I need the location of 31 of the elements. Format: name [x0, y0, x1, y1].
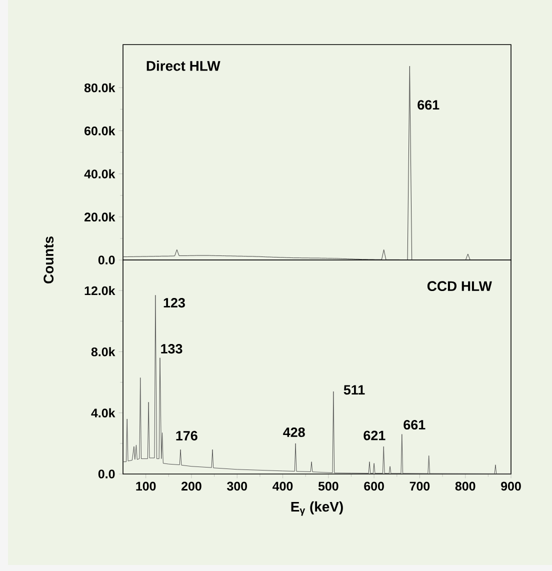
line-series [123, 294, 511, 474]
annotation: 621 [364, 430, 386, 440]
x-tick-label: 100 [136, 482, 156, 491]
text: Direct HLW [146, 60, 220, 71]
y-tick-label: 40.0k [84, 169, 116, 178]
y-tick-label: 4.0k [91, 408, 116, 418]
y-tick-label: 80.0k [84, 83, 116, 92]
annotation: 176 [176, 430, 198, 440]
annotation: 511 [344, 385, 365, 395]
x-tick-label: 400 [272, 482, 293, 491]
y-tick-label: 12.0k [84, 286, 116, 296]
x-tick-label: 500 [318, 482, 338, 491]
x-tick-label: 800 [455, 482, 476, 491]
y-axis-title: Counts [44, 236, 54, 284]
y-tick-label: 60.0k [84, 126, 116, 136]
x-tick-label: 200 [182, 482, 202, 491]
annotation: 133 [161, 344, 182, 354]
y-tick-label: 0.0 [98, 470, 115, 478]
x-tick-label: 700 [410, 482, 430, 491]
x-tick-label: 900 [501, 482, 521, 491]
text: CCD HLW [427, 281, 492, 292]
x-tick-label: 600 [364, 482, 384, 491]
y-tick-label: 8.0k [91, 347, 116, 356]
x-axis-title: E$_{γ}$ (keV) [291, 501, 343, 516]
x-tick-label: 300 [227, 482, 247, 491]
annotation: 123 [164, 298, 185, 308]
annotation: 661 [404, 420, 426, 430]
y-tick-label: 0.0 [98, 256, 115, 264]
y-tick-label: 20.0k [84, 212, 116, 222]
annotation: 661 [418, 100, 440, 110]
annotation: 428 [283, 428, 305, 438]
